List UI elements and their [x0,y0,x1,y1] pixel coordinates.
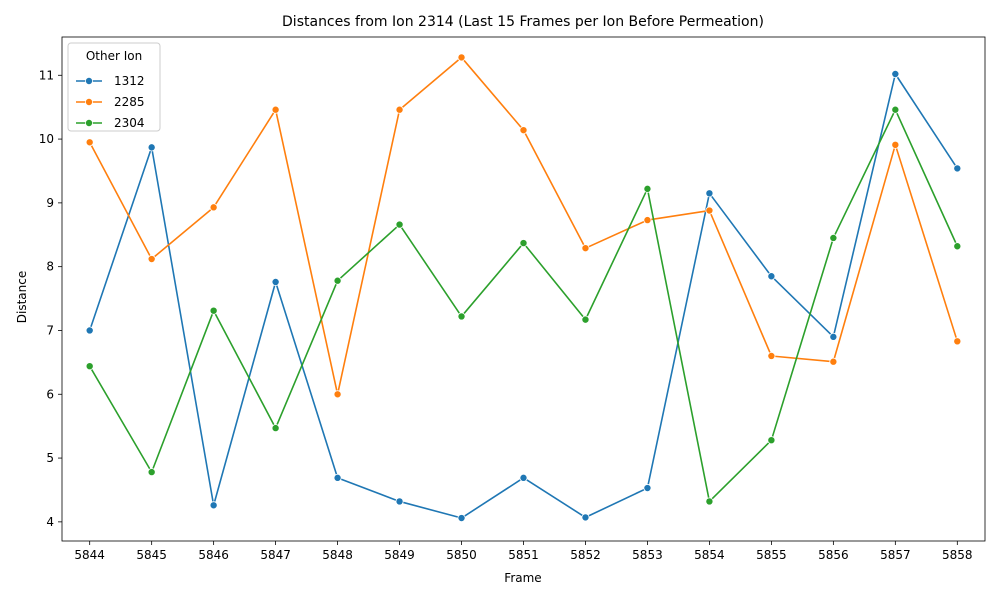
data-point-2304 [767,436,776,445]
x-tick-label: 5850 [446,548,477,562]
data-point-1312 [581,513,590,522]
data-point-1312 [829,332,838,341]
data-point-2304 [643,184,652,193]
y-axis-label: Distance [15,271,29,323]
data-point-1312 [953,164,962,173]
x-tick-label: 5855 [756,548,787,562]
data-point-1312 [643,484,652,493]
data-point-2285 [705,206,714,215]
legend: Other Ion 1312 2285 2304 [67,42,161,132]
y-tick-label: 4 [46,515,54,529]
legend-label-2285: 2285 [114,95,145,109]
data-point-2304 [147,468,156,477]
data-point-2285 [891,140,900,149]
series-line-1312 [88,73,958,519]
x-axis-label: Frame [504,571,541,585]
data-point-2304 [891,105,900,114]
plot-area: 5844 5845 5846 5847 5848 5849 5850 5851 5852 5853… [39,36,986,562]
data-point-2285 [767,351,776,360]
data-point-2285 [271,105,280,114]
x-tick-label: 5844 [74,548,105,562]
y-tick-label: 11 [39,68,54,82]
data-point-2285 [85,138,94,147]
data-point-1312 [891,70,900,79]
data-point-2285 [953,337,962,346]
x-tick-label: 5857 [880,548,911,562]
y-tick-label: 6 [46,387,54,401]
x-tick-label: 5858 [942,548,973,562]
data-point-1312 [271,277,280,286]
y-tick-label: 5 [46,451,54,465]
data-point-2285 [581,244,590,253]
legend-label-1312: 1312 [114,74,145,88]
data-point-2285 [147,255,156,264]
data-point-2304 [581,315,590,324]
data-point-2304 [85,362,94,371]
legend-marker-2304 [85,119,94,128]
x-tick-label: 5856 [818,548,849,562]
y-tick-label: 8 [46,260,54,274]
data-point-2285 [643,216,652,225]
data-point-1312 [395,497,404,506]
data-point-2304 [457,312,466,321]
data-point-2285 [333,390,342,399]
x-tick-label: 5853 [632,548,663,562]
data-point-2304 [705,497,714,506]
legend-marker-1312 [85,77,94,86]
data-point-1312 [457,514,466,523]
data-point-2304 [395,220,404,229]
x-tick-label: 5854 [694,548,725,562]
data-point-1312 [85,326,94,335]
data-point-2285 [395,105,404,114]
data-point-2285 [209,203,218,212]
chart-title: Distances from Ion 2314 (Last 15 Frames … [282,14,764,30]
y-tick-label: 10 [39,132,54,146]
x-tick-label: 5849 [384,548,415,562]
data-point-2304 [271,424,280,433]
data-point-2304 [829,233,838,242]
data-point-2304 [953,242,962,251]
data-point-1312 [767,272,776,281]
data-point-2285 [829,357,838,366]
legend-title: Other Ion [86,49,142,63]
plot-frame [61,36,986,542]
series-line-2285 [88,56,959,396]
legend-box [67,42,161,132]
series-line-2304 [88,108,959,503]
data-point-2304 [519,239,528,248]
data-point-2304 [209,306,218,315]
data-point-2304 [333,276,342,285]
legend-marker-2285 [85,98,94,107]
legend-label-2304: 2304 [114,116,145,130]
data-point-1312 [147,143,156,152]
data-point-2285 [519,126,528,135]
x-tick-label: 5848 [322,548,353,562]
x-tick-label: 5845 [136,548,167,562]
x-tick-label: 5847 [260,548,291,562]
x-tick-label: 5851 [508,548,539,562]
data-point-1312 [705,189,714,198]
data-point-1312 [333,473,342,482]
data-point-2285 [457,53,466,62]
data-point-1312 [519,473,528,482]
y-tick-label: 9 [46,196,54,210]
x-tick-label: 5846 [198,548,229,562]
data-point-1312 [209,501,218,510]
y-tick-label: 7 [46,323,54,337]
x-tick-label: 5852 [570,548,601,562]
